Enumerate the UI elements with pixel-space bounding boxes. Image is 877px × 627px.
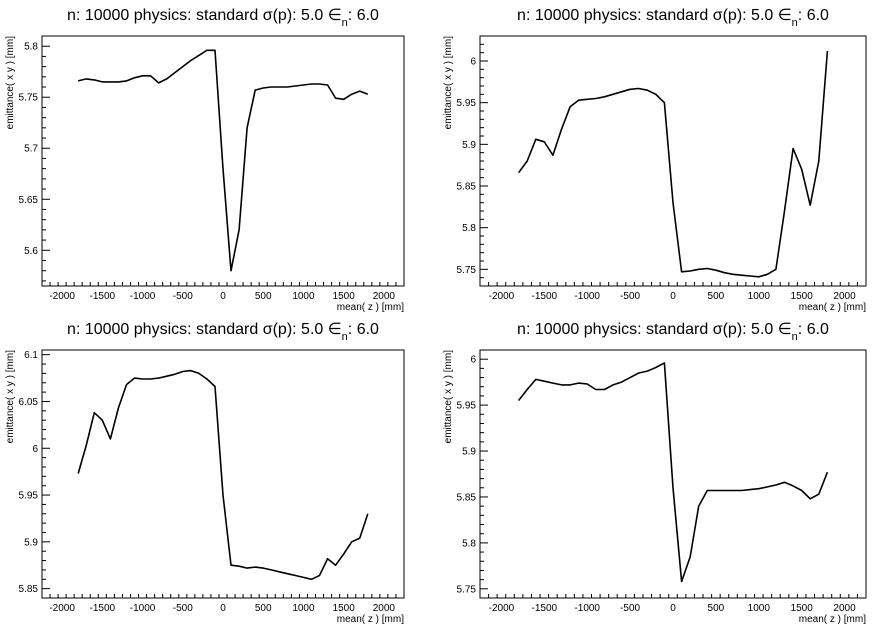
x-axis-label: mean( z ) [mm]: [337, 614, 404, 625]
x-tick-label: -500: [173, 291, 193, 302]
y-tick-label: 6.1: [24, 350, 38, 361]
plot-frame: [479, 349, 867, 599]
x-tick-label: 1000: [748, 603, 771, 614]
chart-panel-1: n: 10000 physics: standard σ(p): 5.0 ∈n:…: [5, 7, 405, 313]
y-tick-label: 6: [470, 355, 476, 366]
chart-title: n: 10000 physics: standard σ(p): 5.0 ∈n:…: [517, 321, 829, 343]
x-tick-label: -1500: [532, 603, 558, 614]
y-tick-label: 5.8: [462, 223, 476, 234]
plot-frame: [41, 349, 405, 599]
x-tick-label: 1500: [791, 291, 814, 302]
title-subscript: n: [342, 17, 348, 29]
x-tick-label: 1500: [333, 291, 356, 302]
series-line-1: [517, 50, 829, 278]
x-axis-label: mean( z ) [mm]: [799, 302, 866, 313]
x-tick-label: -2000: [49, 603, 75, 614]
title-subscript: n: [342, 331, 348, 343]
x-tick-label: -1000: [574, 603, 600, 614]
x-tick-label: -1500: [90, 603, 116, 614]
title-tail: : 6.0: [798, 7, 829, 24]
y-tick-label: 5.95: [457, 98, 477, 109]
x-tick-label: -2000: [49, 291, 75, 302]
x-tick-label: -1500: [532, 291, 558, 302]
title-subscript: n: [792, 17, 798, 29]
y-tick-label: 5.75: [457, 584, 477, 595]
x-tick-label: -500: [620, 291, 640, 302]
y-tick-label: 6: [470, 57, 476, 68]
y-tick-label: 6: [32, 444, 38, 455]
y-tick-label: 5.75: [457, 265, 477, 276]
x-tick-label: 2000: [373, 603, 396, 614]
title-subscript: n: [792, 331, 798, 343]
title-main: n: 10000 physics: standard σ(p): 5.0 ∈: [517, 321, 792, 338]
series-line-1: [517, 362, 829, 583]
x-tick-label: 2000: [833, 603, 856, 614]
chart-panel-2: n: 10000 physics: standard σ(p): 5.0 ∈n:…: [443, 7, 867, 313]
y-tick-label: 5.9: [462, 447, 476, 458]
plot-frame: [479, 35, 867, 287]
x-tick-label: -500: [173, 603, 193, 614]
x-tick-label: -1000: [574, 291, 600, 302]
x-tick-label: 1000: [292, 603, 315, 614]
y-tick-label: 5.95: [19, 491, 39, 502]
x-tick-label: 0: [670, 291, 676, 302]
x-tick-label: 1500: [333, 603, 356, 614]
y-tick-label: 6.05: [19, 397, 39, 408]
x-tick-label: -500: [620, 603, 640, 614]
x-tick-label: -2000: [489, 291, 515, 302]
y-tick-label: 5.75: [19, 93, 39, 104]
x-tick-label: 1500: [791, 603, 814, 614]
x-tick-label: 500: [708, 291, 725, 302]
chart-title: n: 10000 physics: standard σ(p): 5.0 ∈n:…: [67, 7, 379, 29]
x-tick-label: 2000: [373, 291, 396, 302]
series-line-1: [78, 49, 369, 272]
y-axis-label: emittance( x y ) [mm]: [443, 350, 454, 444]
chart-panel-3: n: 10000 physics: standard σ(p): 5.0 ∈n:…: [5, 321, 405, 625]
y-tick-label: 5.85: [19, 584, 39, 595]
x-axis-label: mean( z ) [mm]: [799, 614, 866, 625]
y-tick-label: 5.7: [24, 144, 38, 155]
x-tick-label: 1000: [748, 291, 771, 302]
title-main: n: 10000 physics: standard σ(p): 5.0 ∈: [517, 7, 792, 24]
y-tick-label: 5.8: [24, 42, 38, 53]
chart-title: n: 10000 physics: standard σ(p): 5.0 ∈n:…: [517, 7, 829, 29]
y-tick-label: 5.8: [462, 538, 476, 549]
y-axis-label: emittance( x y ) [mm]: [443, 36, 454, 130]
y-tick-label: 5.9: [24, 537, 38, 548]
y-tick-label: 5.95: [457, 401, 477, 412]
x-tick-label: 500: [708, 603, 725, 614]
y-axis-label: emittance( x y ) [mm]: [5, 350, 16, 444]
title-tail: : 6.0: [348, 7, 379, 24]
x-axis-label: mean( z ) [mm]: [337, 302, 404, 313]
x-tick-label: -1000: [130, 603, 156, 614]
x-tick-label: -1500: [90, 291, 116, 302]
x-tick-label: -1000: [130, 291, 156, 302]
x-tick-label: 500: [255, 603, 272, 614]
title-main: n: 10000 physics: standard σ(p): 5.0 ∈: [67, 7, 342, 24]
y-tick-label: 5.65: [19, 195, 39, 206]
y-tick-label: 5.85: [457, 182, 477, 193]
title-tail: : 6.0: [798, 321, 829, 338]
title-tail: : 6.0: [348, 321, 379, 338]
x-tick-label: 500: [255, 291, 272, 302]
chart-title: n: 10000 physics: standard σ(p): 5.0 ∈n:…: [67, 321, 379, 343]
y-tick-label: 5.85: [457, 492, 477, 503]
x-tick-label: 1000: [292, 291, 315, 302]
plot-frame: [41, 35, 405, 287]
x-tick-label: 0: [220, 291, 226, 302]
y-tick-label: 5.6: [24, 246, 38, 257]
x-tick-label: -2000: [489, 603, 515, 614]
series-line-1: [77, 369, 369, 581]
x-tick-label: 0: [670, 603, 676, 614]
x-tick-label: 2000: [833, 291, 856, 302]
chart-panel-4: n: 10000 physics: standard σ(p): 5.0 ∈n:…: [443, 321, 867, 625]
y-tick-label: 5.9: [462, 140, 476, 151]
title-main: n: 10000 physics: standard σ(p): 5.0 ∈: [67, 321, 342, 338]
y-axis-label: emittance( x y ) [mm]: [5, 36, 16, 130]
x-tick-label: 0: [220, 603, 226, 614]
